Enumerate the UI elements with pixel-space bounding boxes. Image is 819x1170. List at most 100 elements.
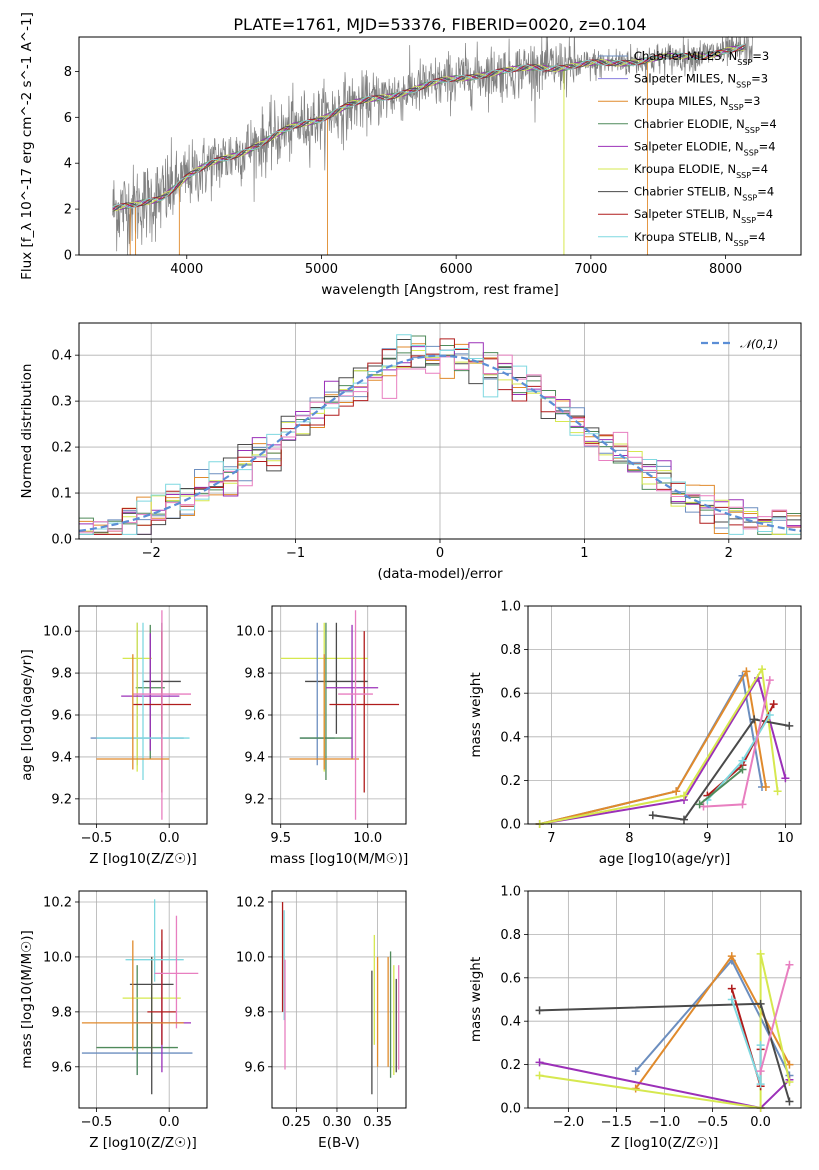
weight-marker xyxy=(750,715,759,724)
y-axis-label: mass [log10(M/M☉)] xyxy=(19,930,35,1069)
legend-label: Chabrier MILES, NSSP=3 xyxy=(634,49,769,67)
weight-marker xyxy=(631,1067,640,1076)
y-tick-label: 9.8 xyxy=(51,1005,72,1020)
x-tick-label: −1 xyxy=(286,546,305,561)
weight-marker xyxy=(738,756,747,765)
weight-marker xyxy=(765,711,774,719)
y-tick-label: 9.8 xyxy=(244,667,265,682)
weight-marker xyxy=(535,1058,544,1067)
x-tick-label: −1.5 xyxy=(601,1115,633,1130)
axes-age-vs-Z: −0.5 0.0 9.2 9.4 9.6 9.8 10.0 Z [log10(Z/Z☉)] ag… xyxy=(19,605,208,867)
y-tick-label: 9.2 xyxy=(51,792,72,807)
weight-marker xyxy=(738,800,747,809)
x-tick-label: 0.0 xyxy=(750,1115,771,1130)
y-tick-label: 0.4 xyxy=(500,730,521,745)
x-tick-label: 1 xyxy=(580,546,588,561)
legend-label: Kroupa STELIB, NSSP=4 xyxy=(634,230,765,248)
weight-marker xyxy=(756,949,765,958)
weight-line-1 xyxy=(539,668,767,825)
axes-frame xyxy=(527,890,802,1109)
x-tick-label: 8 xyxy=(625,831,633,846)
axes-frame xyxy=(78,890,208,1109)
x-tick-label: −0.5 xyxy=(697,1115,729,1130)
plot-area xyxy=(280,610,400,820)
x-tick-label: 10.0 xyxy=(353,831,382,846)
x-tick-label: −1.0 xyxy=(649,1115,681,1130)
x-tick-label: 10 xyxy=(777,831,794,846)
weight-line-4 xyxy=(652,718,790,821)
weight-marker xyxy=(781,774,790,783)
y-tick-label: 0.4 xyxy=(51,349,72,364)
x-axis-label: Z [log10(Z/Z☉)] xyxy=(89,1135,197,1151)
weight-marker xyxy=(773,787,782,796)
y-tick-label: 9.4 xyxy=(51,750,72,765)
histogram-8 xyxy=(78,354,801,539)
y-tick-label: 9.4 xyxy=(244,750,265,765)
x-tick-label: 0.35 xyxy=(363,1115,392,1130)
y-axis-label: Flux [f_λ 10^-17 erg cm^-2 s^-1 A^-1] xyxy=(19,12,35,280)
plot-area xyxy=(112,35,753,256)
axes-age-vs-mass: 9.5 10.0 9.2 9.4 9.6 9.8 10.0 mass [log10(M/M☉)… xyxy=(236,605,408,867)
weight-marker xyxy=(680,815,688,824)
plot-area xyxy=(90,610,191,820)
weight-marker xyxy=(785,1060,794,1069)
y-tick-label: 9.8 xyxy=(244,1005,265,1020)
y-axis-label: age [log10(age/yr)] xyxy=(19,649,35,781)
x-axis-label: Z [log10(Z/Z☉)] xyxy=(611,1135,719,1151)
normal-curve xyxy=(78,354,802,532)
axes-residual-hist: −2 −1 0 1 2 0.0 0.1 0.2 0.3 0.4 (data-model)/error… xyxy=(19,322,802,582)
legend-label: Kroupa MILES, NSSP=3 xyxy=(634,94,760,112)
plot-area xyxy=(535,949,794,1112)
weight-marker xyxy=(756,1041,765,1050)
weight-marker xyxy=(769,700,778,709)
weight-marker xyxy=(785,1097,794,1106)
weight-marker xyxy=(672,787,681,796)
y-tick-label: 1.0 xyxy=(500,885,521,900)
x-tick-label: 5000 xyxy=(305,262,338,277)
y-tick-label: 10.0 xyxy=(236,625,265,640)
y-tick-label: 0.2 xyxy=(500,774,521,789)
weight-marker xyxy=(761,782,770,791)
model-spectrum-4 xyxy=(112,46,745,211)
x-tick-label: 9.5 xyxy=(270,831,291,846)
weight-marker xyxy=(727,995,736,1004)
x-tick-label: 2 xyxy=(725,546,733,561)
axes-mass-vs-Z: −0.5 0.0 9.6 9.8 10.0 10.2 Z [log10(Z/Z☉)] mass… xyxy=(19,890,208,1151)
y-tick-label: 0.6 xyxy=(500,687,521,702)
x-tick-label: 7 xyxy=(547,831,555,846)
y-tick-label: 9.6 xyxy=(244,1060,265,1075)
y-tick-label: 2 xyxy=(64,203,72,218)
weight-marker xyxy=(756,999,765,1008)
legend-label: 𝒩(0,1) xyxy=(740,337,778,351)
y-tick-label: 9.6 xyxy=(51,709,72,724)
x-axis-label: E(B-V) xyxy=(318,1135,360,1151)
y-tick-label: 0.0 xyxy=(51,533,72,548)
x-tick-label: 0.0 xyxy=(159,1115,180,1130)
y-tick-label: 0.3 xyxy=(51,395,72,410)
weight-marker xyxy=(758,665,766,674)
y-tick-label: 10.0 xyxy=(43,950,72,965)
y-tick-label: 1.0 xyxy=(500,600,521,615)
weight-line-7 xyxy=(759,964,791,1072)
weight-marker xyxy=(785,960,794,969)
axes-frame xyxy=(271,890,407,1109)
y-tick-label: 0.6 xyxy=(500,971,521,986)
histogram-6 xyxy=(78,338,801,539)
weight-marker xyxy=(695,800,704,809)
weight-marker xyxy=(535,1006,544,1015)
weight-marker xyxy=(765,676,774,685)
weight-marker xyxy=(727,952,736,961)
y-tick-label: 9.6 xyxy=(51,1060,72,1075)
x-tick-label: 0.25 xyxy=(282,1115,311,1130)
weight-marker xyxy=(756,1080,765,1089)
model-spectrum-7 xyxy=(112,44,745,210)
y-tick-label: 0.4 xyxy=(500,1015,521,1030)
y-axis-label: mass weight xyxy=(468,957,484,1042)
y-tick-label: 0.8 xyxy=(500,928,521,943)
weight-marker xyxy=(535,1071,544,1080)
y-tick-label: 0.8 xyxy=(500,643,521,658)
axes-frame xyxy=(527,605,802,825)
x-tick-label: −2.0 xyxy=(553,1115,585,1130)
weight-line-3 xyxy=(539,666,779,825)
